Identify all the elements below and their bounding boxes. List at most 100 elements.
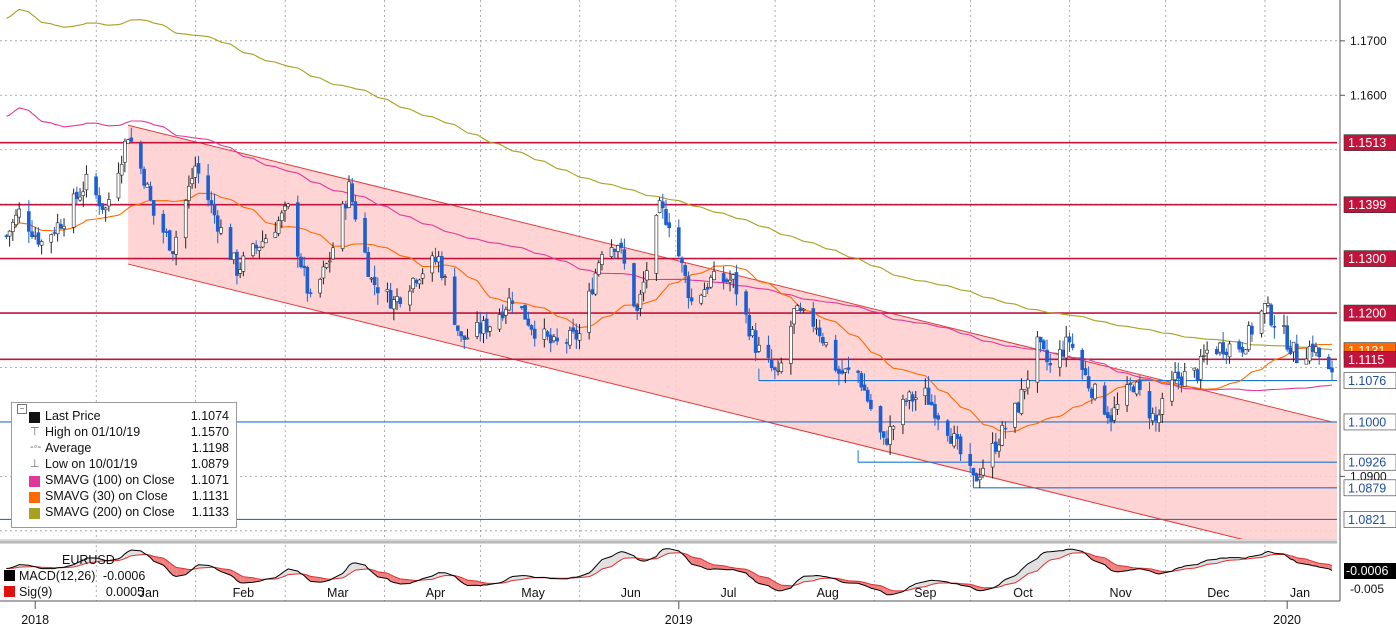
candle-body <box>1106 412 1109 417</box>
candle-body <box>818 328 821 336</box>
candle-body <box>498 315 501 330</box>
candle-body <box>8 231 11 236</box>
candle-body <box>927 388 930 405</box>
candle-body <box>396 296 399 301</box>
candle-body <box>661 202 664 208</box>
candle-body <box>991 443 994 467</box>
candle-body <box>1174 373 1177 380</box>
candle-body <box>632 263 635 306</box>
candle-body <box>251 244 254 256</box>
macd-line-label: MACD(12,26) <box>19 569 95 583</box>
month-label: Nov <box>1110 586 1133 600</box>
candle-body <box>274 232 277 237</box>
candle-body <box>1247 326 1250 350</box>
candle-body <box>1222 342 1225 354</box>
candle-body <box>1331 368 1334 372</box>
candle-body <box>511 301 514 304</box>
legend-value: 1.1570 <box>191 425 229 439</box>
candle-body <box>261 241 264 247</box>
candle-body <box>15 215 18 224</box>
year-label: 2018 <box>21 613 49 627</box>
candle-body <box>11 222 14 231</box>
candle-body <box>777 370 780 371</box>
candle-body <box>780 363 783 372</box>
candle-body <box>1113 408 1116 420</box>
candle-body <box>588 291 591 332</box>
candle-body <box>568 330 571 345</box>
candle-body <box>162 214 165 232</box>
candle-body <box>530 325 533 329</box>
legend-label: Average <box>45 441 91 455</box>
candle-body <box>748 315 751 336</box>
candle-body <box>732 275 735 279</box>
month-label: Jan <box>1290 586 1310 600</box>
candle-body <box>616 246 619 252</box>
candle-body <box>812 308 815 326</box>
candle-body <box>75 192 78 199</box>
candle-body <box>825 343 828 345</box>
candle-body <box>191 179 194 184</box>
candle-body <box>1161 399 1164 415</box>
candle-body <box>1017 403 1020 412</box>
candle-body <box>687 277 690 298</box>
candle-body <box>37 233 40 245</box>
candle-body <box>107 200 110 206</box>
candle-body <box>1225 352 1228 355</box>
candle-body <box>1110 415 1113 422</box>
candle-body <box>466 338 469 339</box>
average-icon: -◦- <box>30 441 41 453</box>
price-tags: 1.11311.15131.13991.13001.12001.11151.10… <box>1344 135 1396 528</box>
candle-body <box>658 201 661 213</box>
macd-signal-value: 0.0005 <box>106 585 144 599</box>
candle-body <box>117 173 120 198</box>
candle-body <box>911 395 914 402</box>
candle-body <box>258 247 261 250</box>
candle-body <box>1286 326 1289 350</box>
last-price-swatch <box>29 412 40 423</box>
candle-body <box>1062 350 1065 356</box>
candle-body <box>146 184 149 187</box>
candle-body <box>1020 390 1023 414</box>
candle-body <box>328 261 331 262</box>
candle-body <box>703 290 706 297</box>
candle-body <box>600 254 603 264</box>
candle-body <box>1311 344 1314 352</box>
year-label: 2019 <box>665 613 693 627</box>
candle-body <box>431 256 434 273</box>
candle-body <box>1068 337 1071 342</box>
candle-body <box>370 278 373 279</box>
candle-body <box>1090 389 1093 398</box>
candle-body <box>524 305 527 319</box>
candle-body <box>572 328 575 332</box>
month-label: Jul <box>720 586 736 600</box>
candle-body <box>709 277 712 287</box>
candle-body <box>1103 386 1106 415</box>
candle-body <box>1135 382 1138 394</box>
macd-legend: EURUSD MACD(12,26) -0.0006 Sig(9) 0.0005 <box>4 546 164 596</box>
candle-body <box>892 426 895 429</box>
candle-body <box>197 163 200 173</box>
candle-body <box>255 245 258 248</box>
candle-body <box>63 226 66 228</box>
macd-line-value: -0.0006 <box>103 569 145 583</box>
macd-signal-label: Sig(9) <box>19 585 52 599</box>
month-label: Aug <box>817 586 839 600</box>
legend-average: -◦- Average 1.1198 <box>12 441 236 457</box>
candle-body <box>722 273 725 281</box>
candle-body <box>591 290 594 294</box>
candle-body <box>149 186 152 200</box>
candle-body <box>283 206 286 210</box>
candle-body <box>668 223 671 228</box>
candle-body <box>1270 305 1273 325</box>
legend-value: 1.1071 <box>191 473 229 487</box>
tag-1.0879: 1.0879 <box>1348 481 1386 495</box>
sma100-swatch <box>29 476 40 487</box>
candle-body <box>949 436 952 443</box>
candle-body <box>885 439 888 445</box>
candle-body <box>556 338 559 341</box>
macd-current-tag: -0.0006 <box>1346 564 1388 578</box>
candle-body <box>389 290 392 308</box>
candle-body <box>460 332 463 336</box>
